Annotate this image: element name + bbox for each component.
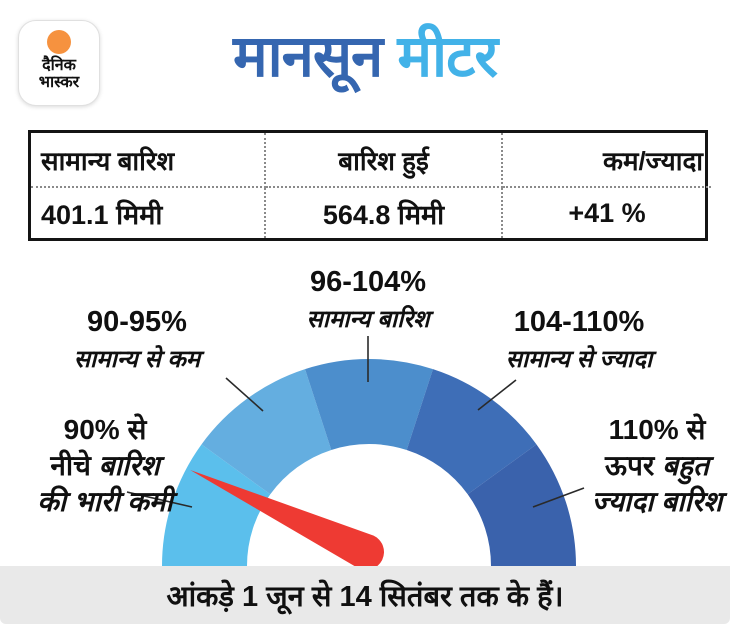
table-header-less-more: कम/ज्यादा bbox=[503, 133, 711, 188]
gauge-label-line-italic: बारिश bbox=[90, 450, 160, 481]
table-value-normal-rain: 401.1 मिमी bbox=[31, 188, 266, 238]
gauge-segment-3 bbox=[406, 369, 537, 495]
gauge-needle bbox=[190, 470, 384, 566]
gauge-label-description: सामान्य से कम bbox=[73, 346, 201, 373]
label-pointer-line bbox=[477, 379, 517, 411]
table-value-rain-received: 564.8 मिमी bbox=[266, 188, 503, 238]
gauge-label-line-bold: 110% से bbox=[608, 414, 706, 445]
gauge-segment-4 bbox=[467, 444, 576, 566]
gauge-label-description: सामान्य से ज्यादा bbox=[505, 346, 653, 373]
sun-icon bbox=[47, 30, 71, 54]
gauge-label-below-normal: 90-95% सामान्य से कम bbox=[27, 306, 247, 375]
gauge-label-range: 96-104% bbox=[309, 266, 427, 298]
footnote-bar: आंकड़े 1 जून से 14 सितंबर तक के हैं। bbox=[0, 566, 730, 624]
gauge-label-line-italic: की भारी कमी bbox=[37, 486, 173, 517]
gauge-label-line-italic: बहुत bbox=[654, 450, 709, 481]
gauge-label-range: 104-110% bbox=[513, 306, 645, 338]
label-pointer-line bbox=[225, 377, 264, 412]
logo-text-line1: दैनिक bbox=[42, 57, 76, 74]
gauge-segment-2 bbox=[305, 359, 433, 450]
gauge-label-description: सामान्य बारिश bbox=[306, 306, 430, 333]
rainfall-table: सामान्य बारिश बारिश हुई कम/ज्यादा 401.1 … bbox=[28, 130, 711, 241]
gauge-label-line-bold: नीचे bbox=[50, 450, 91, 481]
table-value-less-more: +41 % bbox=[568, 197, 646, 228]
gauge-label-heavy-excess: 110% से ऊपर बहुत ज्यादा बारिश bbox=[568, 412, 730, 520]
footnote-text: आंकड़े 1 जून से 14 सितंबर तक के हैं। bbox=[166, 580, 564, 613]
gauge-label-line-italic: ज्यादा बारिश bbox=[591, 486, 723, 517]
logo-text-line2: भास्कर bbox=[38, 74, 80, 91]
gauge-label-above-normal: 104-110% सामान्य से ज्यादा bbox=[465, 306, 693, 375]
dainik-bhaskar-logo: दैनिक भास्कर bbox=[18, 20, 100, 106]
table-header-rain-received: बारिश हुई bbox=[266, 133, 503, 188]
gauge-segment-1 bbox=[201, 369, 332, 495]
table-header-normal-rain: सामान्य बारिश bbox=[31, 133, 266, 188]
gauge-label-line-bold: ऊपर bbox=[605, 450, 655, 481]
page-title: मानसून मीटर bbox=[0, 22, 730, 92]
gauge-label-line-bold: 90% से bbox=[63, 414, 147, 445]
page-title-part2: मीटर bbox=[397, 24, 498, 89]
gauge-label-normal-rain: 96-104% सामान्य बारिश bbox=[258, 266, 478, 335]
gauge-label-heavy-deficit: 90% से नीचे बारिश की भारी कमी bbox=[15, 412, 195, 520]
page-title-part1: मानसून bbox=[232, 24, 383, 89]
gauge-label-range: 90-95% bbox=[87, 306, 187, 338]
